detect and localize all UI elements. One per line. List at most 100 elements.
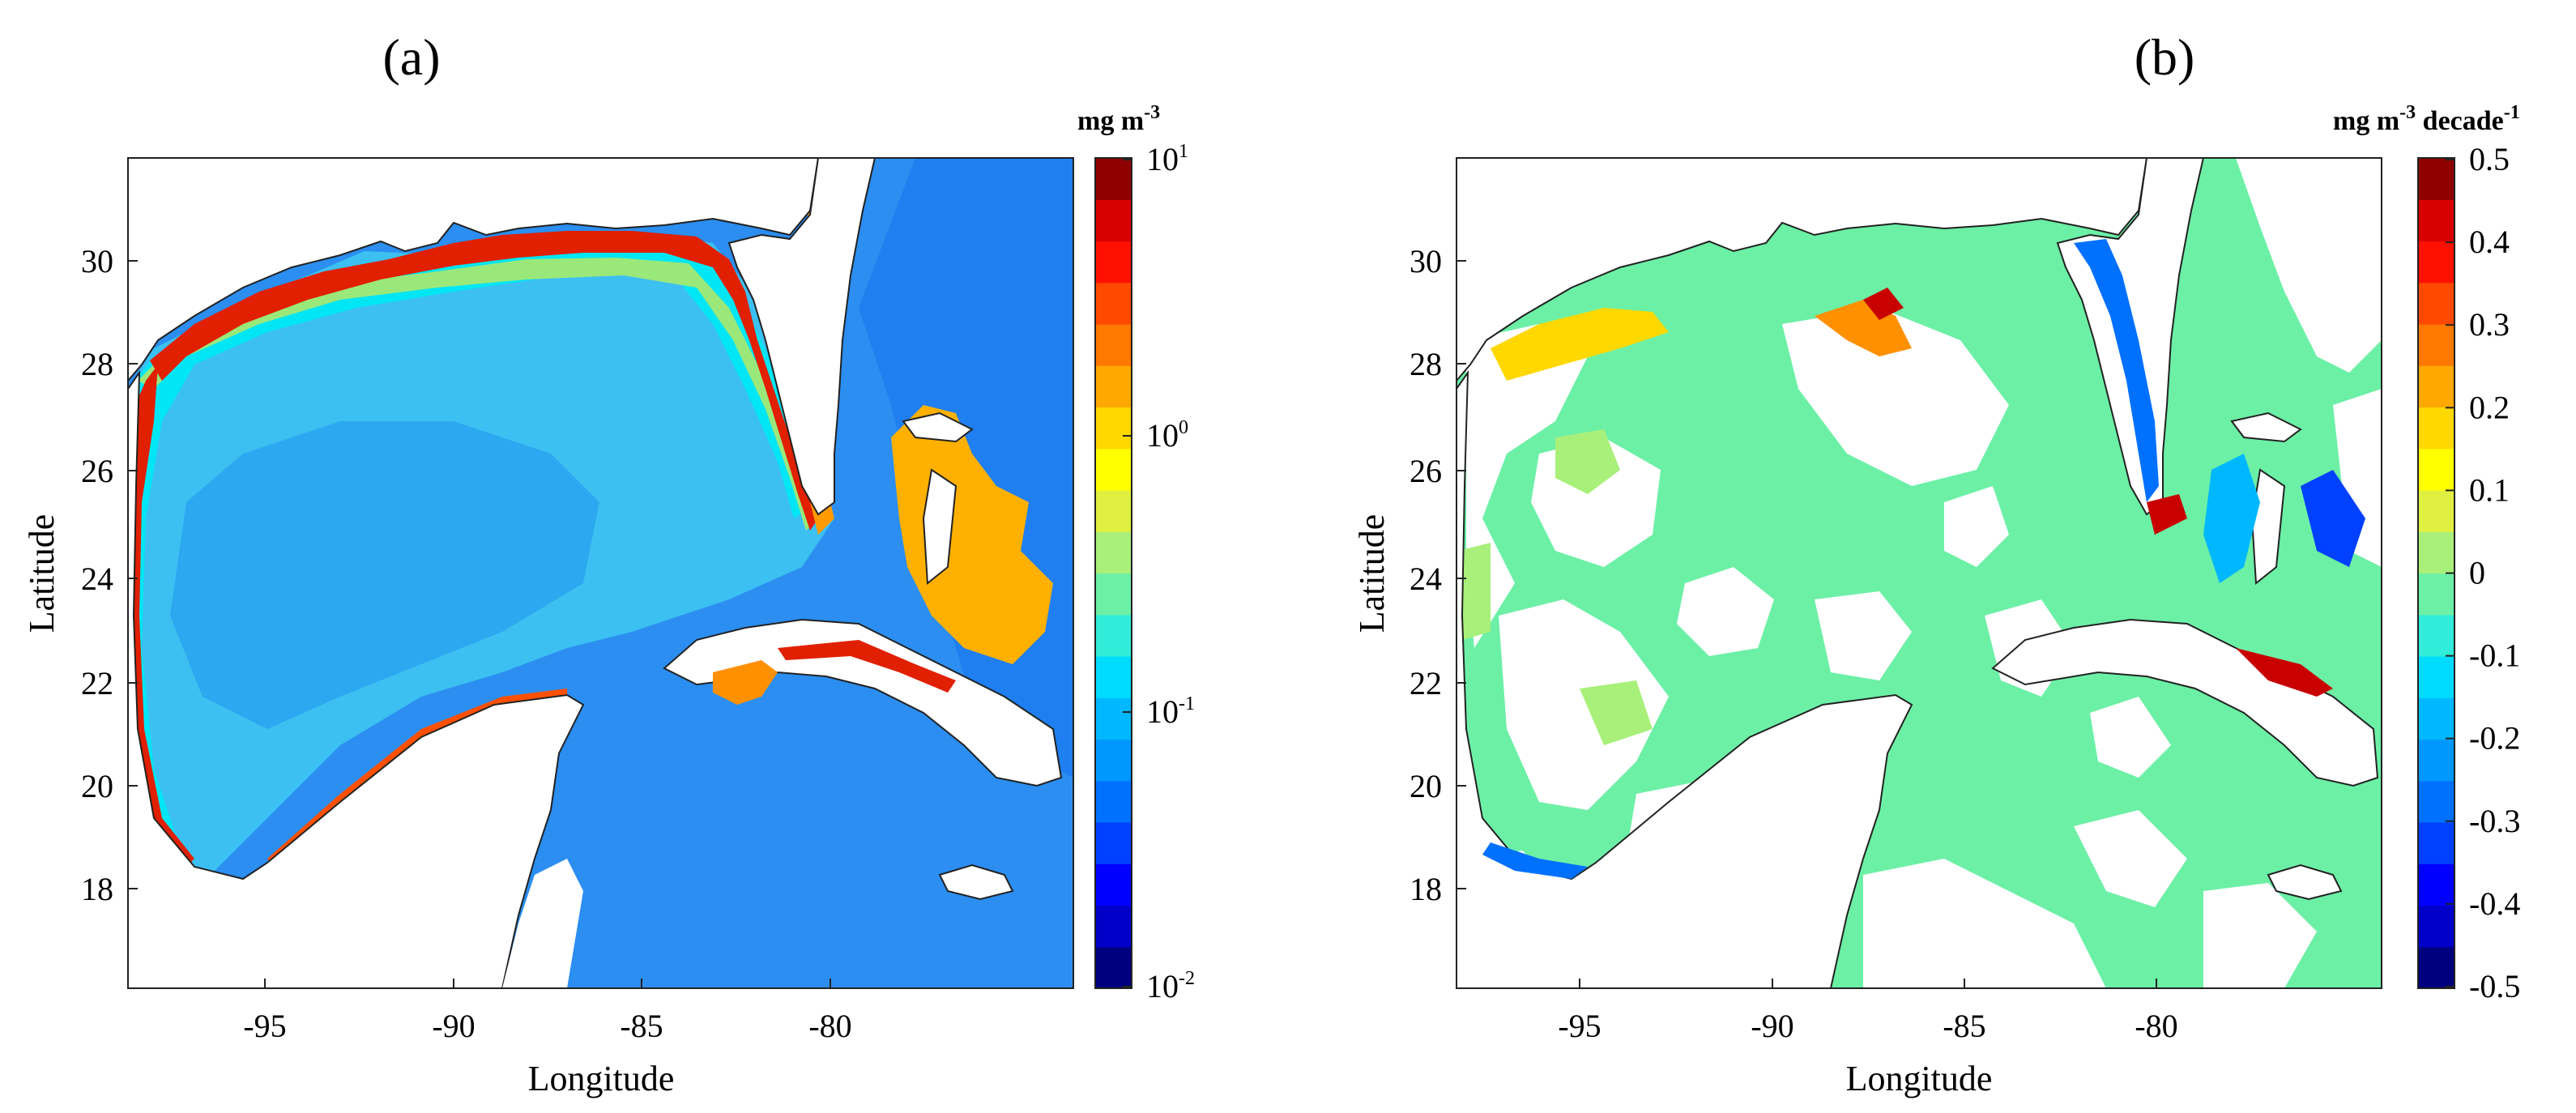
panel-a-colorbar-swatch-4 (1095, 780, 1132, 823)
panel-b-x-ticks: -95 -90 -85 -80 (1558, 979, 2178, 1044)
panel-b-cbtick-0: 0.5 (2469, 141, 2510, 177)
panel-b-colorbar-swatch-12 (2418, 448, 2454, 491)
panel-a-cbtick-0: 101 (1146, 141, 1188, 177)
panel-a-grand-bahama (902, 412, 974, 443)
panel-b-grand-bahama (2230, 412, 2302, 443)
panel-a-gulf-center (170, 421, 599, 729)
panel-b-strong-positive-cuba (2236, 648, 2333, 697)
panel-a-map (128, 158, 1073, 988)
panel-a-y-ticks: 30 28 26 24 22 20 18 (81, 243, 138, 907)
panel-a-ytick-2: 26 (81, 453, 113, 489)
panel-b-cbtick-9: -0.4 (2469, 885, 2520, 922)
panel-a-colorbar-swatch-8 (1095, 614, 1132, 657)
panel-b-land-usa (1456, 158, 2148, 382)
panel-b-ytick-3: 24 (1410, 561, 1442, 597)
panel-b-bahamas-mixed (2203, 454, 2260, 583)
panel-b-positive-north (1491, 308, 1669, 381)
panel-a-ytick-0: 30 (81, 243, 113, 279)
panel-b-y-ticks: 30 28 26 24 22 20 18 (1410, 243, 1466, 907)
panel-b-colorbar-swatch-5 (2418, 739, 2454, 782)
panel-b-land-jamaica (2267, 864, 2343, 901)
panel-a-cbtick-2: 10-1 (1146, 693, 1195, 730)
panel-a-land-central-america (502, 859, 583, 988)
panel-b-colorbar (2418, 158, 2454, 989)
panel-a-colorbar-swatch-14 (1095, 365, 1132, 408)
panel-a-colorbar-swatch-3 (1095, 822, 1132, 864)
panel-a-ytick-6: 18 (81, 871, 113, 907)
panel-b-colorbar-swatch-16 (2418, 282, 2454, 325)
panel-a-ytick-3: 24 (81, 561, 113, 597)
panel-a-west-fringe (128, 365, 194, 871)
panel-b-colorbar-swatch-0 (2418, 946, 2454, 989)
panel-a-land-cuba (663, 618, 1063, 787)
panel-b-ytick-2: 26 (1410, 453, 1442, 489)
panel-a-xtick-2: -85 (620, 1008, 663, 1044)
panel-a-colorbar-swatch-9 (1095, 573, 1132, 616)
panel-b-xtick-2: -85 (1943, 1008, 1985, 1044)
panel-b-colorbar-swatch-13 (2418, 407, 2454, 450)
panel-a-colorbar-swatch-5 (1095, 739, 1132, 782)
panel-a-colorbar-swatch-12 (1095, 448, 1132, 491)
panel-b-title: (b) (2135, 28, 2195, 86)
panel-a-colorbar-swatch-19 (1095, 158, 1132, 200)
panel-a-colorbar-swatch-11 (1095, 490, 1132, 532)
panel-a-colorbar-swatch-15 (1095, 324, 1132, 366)
panel-b-land-cuba (1991, 618, 2379, 787)
panel-a-colorbar-swatch-1 (1095, 905, 1132, 948)
panel-a-colorbar-swatch-6 (1095, 697, 1132, 740)
panel-b-colorbar-swatch-15 (2418, 324, 2454, 366)
panel-a-cuba-fringe (778, 640, 956, 693)
panel-b-xtick-0: -95 (1558, 1008, 1601, 1044)
panel-a-x-ticks: -95 -90 -85 -80 (243, 979, 852, 1044)
panel-b-strong-positive-delta (1863, 288, 1904, 320)
panel-a-ytick-4: 22 (81, 665, 113, 701)
panel-a-bahamas-island (922, 468, 957, 585)
panel-a-colorbar-swatch-0 (1095, 946, 1132, 989)
panel-a-cbtick-3: 10-2 (1146, 968, 1195, 1004)
panel-b-xtick-3: -80 (2135, 1008, 2177, 1044)
panel-a-xtick-1: -90 (432, 1008, 475, 1044)
panel-a-colorbar-ticks: 101 100 10-1 10-2 (1123, 141, 1195, 1004)
panel-a-colorbar-frame (1094, 157, 1132, 989)
panel-b-cbtick-8: -0.3 (2469, 803, 2520, 839)
panel-a-colorbar-swatch-2 (1095, 864, 1132, 906)
panel-a-axes-frame (127, 157, 1074, 989)
panel-b-xtick-1: -90 (1751, 1008, 1793, 1044)
panel-a-title: (a) (382, 28, 440, 86)
panel-b-colorbar-swatch-2 (2418, 864, 2454, 906)
panel-a-colorbar-swatch-17 (1095, 241, 1132, 284)
panel-a-xtick-3: -80 (808, 1008, 851, 1044)
panel-b-colorbar-swatch-10 (2418, 531, 2454, 574)
panel-a-ytick-5: 20 (81, 768, 113, 804)
panel-b-cbtick-7: -0.2 (2469, 720, 2520, 757)
panel-a-colorbar-unit: mg m-3 (1077, 102, 1160, 136)
panel-b-cbtick-3: 0.2 (2469, 389, 2510, 425)
panel-b-bahamas-negative (2301, 470, 2365, 567)
panel-a-colorbar-swatch-10 (1095, 531, 1132, 574)
panel-b-colorbar-ticks: 0.5 0.4 0.3 0.2 0.1 0 -0.1 -0.2 -0.3 -0.4 -0.5 (2446, 141, 2520, 1004)
panel-b-ytick-4: 22 (1410, 665, 1442, 701)
panel-b-colorbar-swatch-4 (2418, 780, 2454, 823)
panel-b-map (1456, 158, 2382, 988)
panel-a-cbtick-1: 100 (1146, 417, 1188, 454)
panel-a-colorbar-swatch-18 (1095, 199, 1132, 242)
panel-b-land-mexico (1456, 369, 1913, 988)
panel-b-cbtick-4: 0.1 (2469, 471, 2510, 508)
panel-a-ytick-1: 28 (81, 346, 113, 382)
panel-b-colorbar-swatch-14 (2418, 365, 2454, 408)
panel-b-cbtick-10: -0.5 (2469, 968, 2520, 1004)
panel-b-colorbar-swatch-18 (2418, 199, 2454, 242)
panel-a-xtick-0: -95 (243, 1008, 286, 1044)
panel-b-cbtick-5: 0 (2469, 555, 2485, 591)
panel-b-negative-florida-fringe (2074, 239, 2159, 502)
panel-b-colorbar-unit: mg m-3 decade-1 (2333, 102, 2520, 136)
panel-b-ytick-5: 20 (1410, 768, 1442, 804)
panel-b-colorbar-swatch-3 (2418, 822, 2454, 864)
panel-b-cbtick-6: -0.1 (2469, 638, 2520, 674)
panel-b-cbtick-1: 0.4 (2469, 224, 2510, 260)
panel-a-colorbar-swatch-16 (1095, 282, 1132, 325)
panel-b-colorbar-swatch-7 (2418, 656, 2454, 698)
panel-a-land-usa (128, 158, 820, 382)
panel-b-ytick-1: 28 (1410, 346, 1442, 382)
